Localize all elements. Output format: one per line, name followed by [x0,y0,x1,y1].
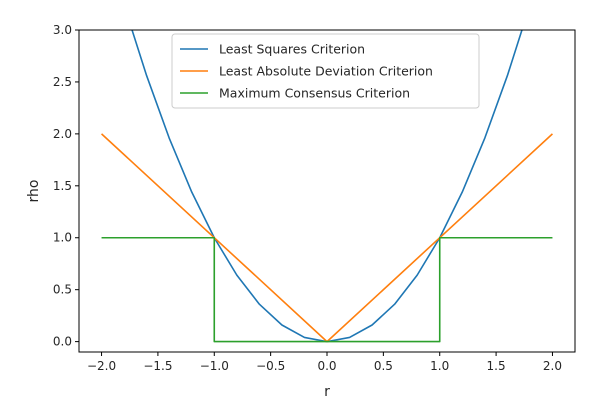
x-tick-label: −0.5 [256,359,285,373]
y-tick-label: 2.0 [53,127,72,141]
y-tick-label: 1.5 [53,179,72,193]
y-tick-label: 0.0 [53,335,72,349]
series-layer [101,30,553,343]
legend-label-2: Least Absolute Deviation Criterion [219,64,433,79]
x-tick-label: −1.0 [200,359,229,373]
y-tick-label: 3.0 [53,23,72,37]
legend: Least Squares Criterion Least Absolute De… [171,33,480,109]
x-tick-label: 1.0 [430,359,449,373]
legend-label-1: Least Squares Criterion [219,42,365,57]
legend-box [171,33,480,109]
x-axis: −2.0 −1.5 −1.0 −0.5 0.0 0.5 1.0 1.5 2.0 [87,352,562,373]
x-tick-label: 2.0 [543,359,562,373]
y-tick-label: 1.0 [53,231,72,245]
y-tick-label: 2.5 [53,75,72,89]
y-axis: 0.0 0.5 1.0 1.5 2.0 2.5 3.0 [53,23,79,349]
legend-entries: Least Squares Criterion Least Absolute De… [180,42,433,101]
y-axis-label: rho [26,180,42,203]
y-tick-label: 0.5 [53,283,72,297]
x-tick-label: −2.0 [87,359,116,373]
series-line-3 [101,236,553,343]
x-tick-label: 0.5 [374,359,393,373]
legend-label-3: Maximum Consensus Criterion [219,86,410,101]
x-axis-label: r [324,384,330,400]
x-tick-label: −1.5 [143,359,172,373]
x-tick-label: 0.0 [317,359,336,373]
x-tick-label: 1.5 [487,359,506,373]
